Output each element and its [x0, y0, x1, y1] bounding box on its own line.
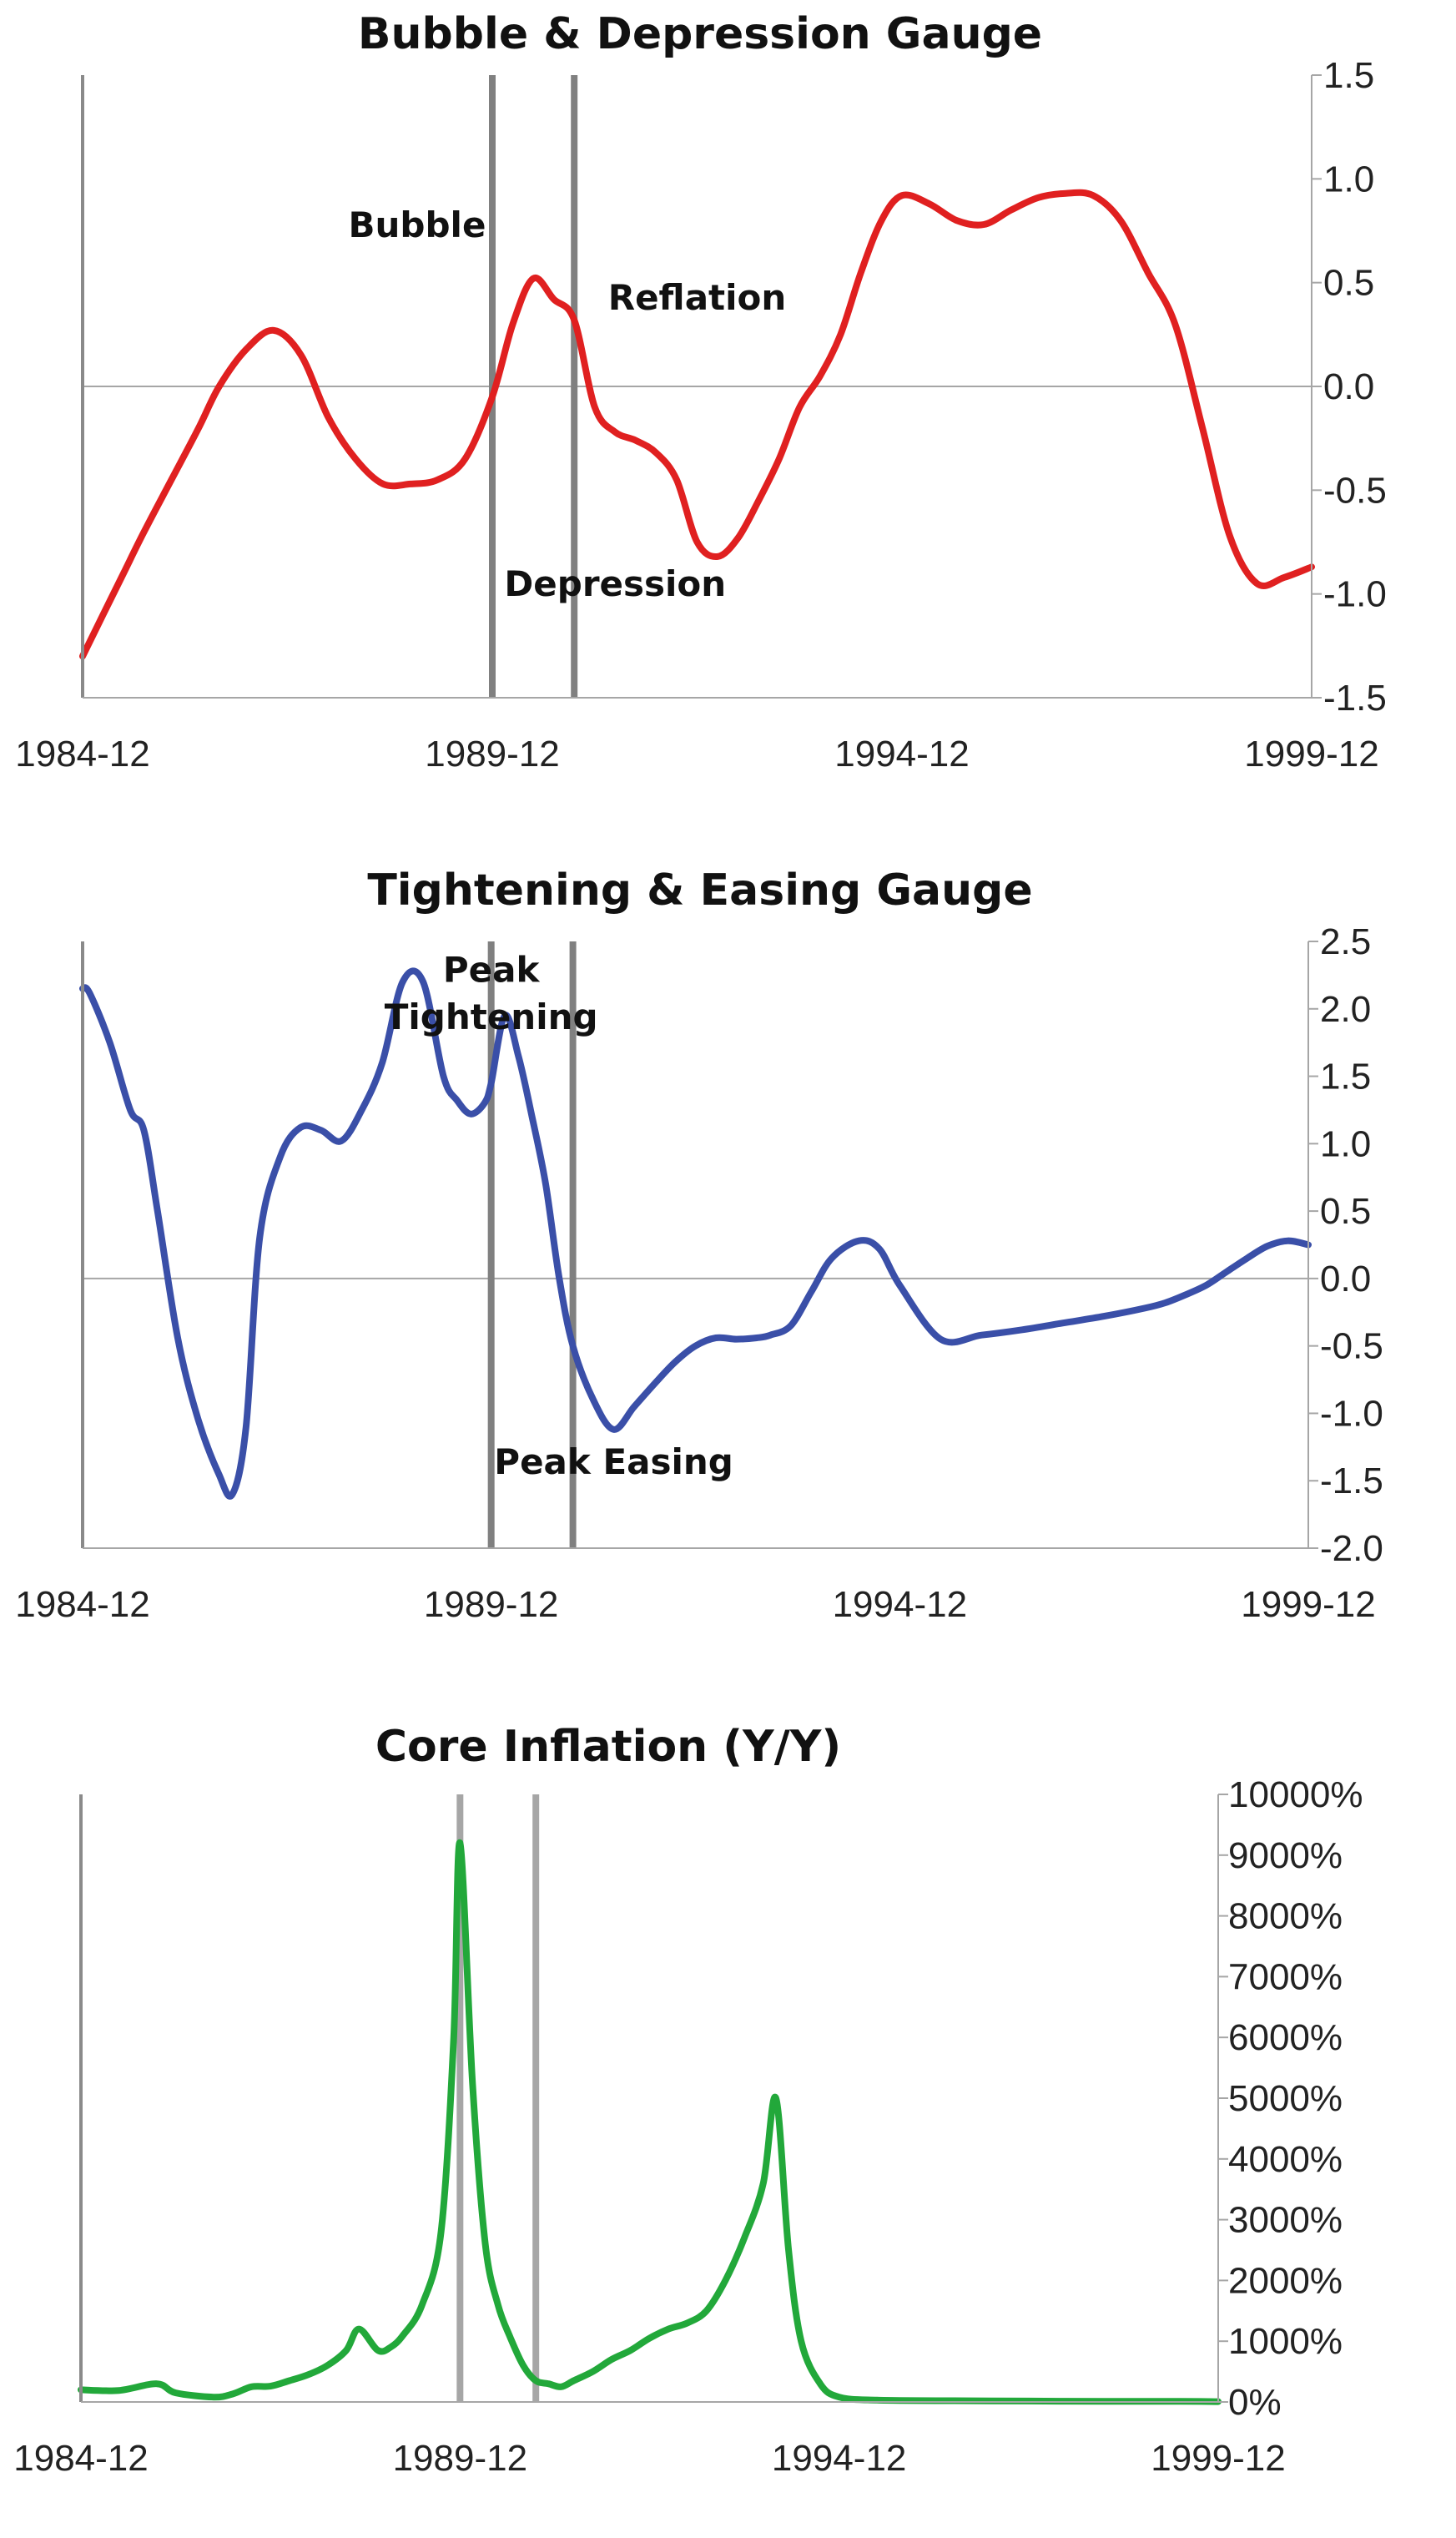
series-line	[78, 1839, 1222, 2405]
y-tick-label: 0.0	[1320, 1259, 1371, 1299]
y-tick-label: -1.5	[1320, 1461, 1383, 1501]
y-tick-label: -1.0	[1320, 1393, 1383, 1434]
x-tick-label: 1989-12	[425, 734, 559, 775]
y-tick-label: 0.5	[1323, 263, 1374, 304]
y-tick-label: 7000%	[1228, 1956, 1343, 1997]
tightening-easing-chart: Tightening & Easing Gauge Peak Tightening…	[15, 865, 1383, 1625]
y-tick-label: 10000%	[1228, 1774, 1363, 1815]
x-tick-label: 1989-12	[424, 1584, 558, 1625]
chart-title: Tightening & Easing Gauge	[367, 865, 1032, 916]
y-tick-label: 1.0	[1320, 1123, 1371, 1164]
y-tick-label: 2000%	[1228, 2260, 1343, 2301]
annotation-label: Reflation	[608, 277, 787, 318]
y-tick-label: 0%	[1228, 2382, 1282, 2423]
annotation-label: Peak	[443, 949, 541, 990]
y-tick-label: 5000%	[1228, 2078, 1343, 2119]
y-tick-label: 1.0	[1323, 159, 1374, 199]
x-tick-label: 1999-12	[1244, 734, 1378, 775]
annotation-label: Depression	[504, 563, 726, 604]
y-tick-label: 4000%	[1228, 2139, 1343, 2180]
x-tick-label: 1994-12	[772, 2438, 906, 2479]
core-inflation-chart: Core Inflation (Y/Y) 10000% 9000% 8000% 700…	[13, 1722, 1363, 2479]
x-tick-label: 1994-12	[834, 734, 969, 775]
x-tick-label: 1999-12	[1241, 1584, 1375, 1625]
y-tick-label: -0.5	[1320, 1326, 1383, 1367]
y-tick-label: 0.0	[1323, 366, 1374, 407]
annotation-label: Peak Easing	[494, 1441, 733, 1482]
chart-title: Bubble & Depression Gauge	[358, 9, 1042, 59]
annotation-label: Bubble	[349, 204, 486, 245]
bubble-depression-chart: Bubble & Depression Gauge Bubble Reflatio…	[15, 9, 1387, 775]
y-tick-label: -2.0	[1320, 1528, 1383, 1569]
y-tick-label: 1.5	[1323, 55, 1374, 96]
y-tick-label: 0.5	[1320, 1191, 1371, 1232]
y-tick-label: -1.5	[1323, 678, 1387, 719]
annotation-label: Tightening	[385, 997, 598, 1037]
x-tick-label: 1984-12	[15, 1584, 149, 1625]
x-tick-label: 1999-12	[1151, 2438, 1285, 2479]
y-tick-label: 8000%	[1228, 1896, 1343, 1937]
x-tick-label: 1984-12	[13, 2438, 148, 2479]
y-tick-label: 1.5	[1320, 1057, 1371, 1097]
y-tick-label: 2.0	[1320, 989, 1371, 1030]
y-tick-label: 2.5	[1320, 921, 1371, 962]
y-tick-label: -0.5	[1323, 470, 1387, 511]
y-tick-label: 6000%	[1228, 2017, 1343, 2058]
x-tick-label: 1994-12	[833, 1584, 967, 1625]
x-tick-label: 1984-12	[15, 734, 149, 775]
series-line	[79, 967, 1312, 1500]
y-tick-label: -1.0	[1323, 574, 1387, 615]
y-tick-label: 3000%	[1228, 2200, 1343, 2241]
chart-title: Core Inflation (Y/Y)	[375, 1722, 841, 1772]
x-tick-label: 1989-12	[393, 2438, 527, 2479]
y-tick-label: 9000%	[1228, 1835, 1343, 1876]
y-tick-label: 1000%	[1228, 2321, 1343, 2362]
series-line	[79, 189, 1315, 660]
